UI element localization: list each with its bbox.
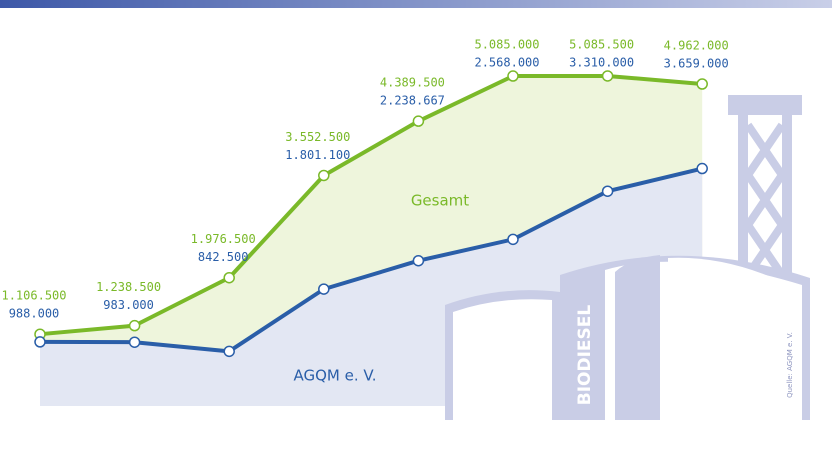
point — [223, 345, 235, 358]
point — [128, 336, 141, 348]
point — [412, 115, 425, 127]
value-label: 2.568.000 — [474, 56, 539, 70]
value-label: 1.976.500 — [191, 232, 256, 246]
tank — [453, 299, 552, 420]
value-label: 3.310.000 — [569, 56, 634, 70]
point — [223, 271, 235, 284]
point — [318, 283, 330, 295]
tank-band — [615, 255, 660, 420]
header-bar — [0, 0, 832, 8]
value-label: 1.238.500 — [96, 280, 161, 294]
point — [696, 162, 708, 175]
illustration: BIODIESEL Quelle: AGQM e. V. — [445, 95, 810, 420]
tank — [668, 257, 795, 420]
point — [507, 233, 519, 246]
labels: 1.106.500 988.000 1.238.500 983.000 1.976.50… — [1, 38, 728, 385]
illustration-label: BIODIESEL — [575, 305, 595, 406]
point — [128, 319, 141, 332]
value-label: 1.801.100 — [285, 148, 350, 162]
source: Quelle: AGQM e. V. — [786, 332, 794, 398]
value-label: 3.552.500 — [285, 130, 350, 144]
value-label: 3.659.000 — [664, 56, 729, 70]
series-line — [39, 73, 703, 337]
point — [507, 70, 519, 82]
value-label: 4.389.500 — [380, 76, 445, 90]
value-label: 988.000 — [9, 307, 60, 321]
point — [412, 254, 425, 267]
series-line — [39, 166, 703, 354]
tower-brace — [743, 122, 787, 278]
point — [601, 185, 614, 197]
value-label: 5.085.500 — [569, 38, 634, 52]
value-label: 4.962.000 — [664, 38, 729, 52]
series-name: Gesamt — [411, 192, 469, 210]
point — [34, 336, 46, 348]
tower-leg — [738, 115, 748, 285]
value-label: 983.000 — [103, 298, 154, 312]
series-name: AGQM e. V. — [294, 367, 377, 385]
point — [318, 169, 330, 182]
point — [696, 78, 708, 90]
lines — [34, 70, 708, 358]
tower-leg — [782, 115, 792, 285]
value-label: 5.085.000 — [474, 38, 539, 52]
value-label: 842.500 — [198, 250, 249, 264]
tower-top — [728, 95, 802, 115]
value-label: 1.106.500 — [1, 289, 66, 303]
value-label: 2.238.667 — [380, 94, 445, 108]
point — [601, 70, 614, 82]
